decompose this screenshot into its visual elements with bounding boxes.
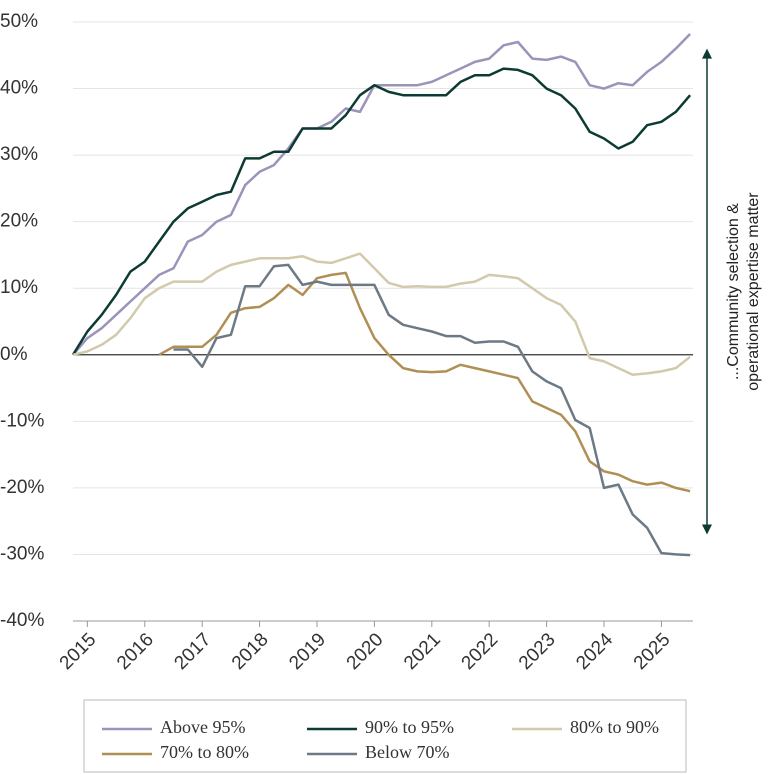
x-tick-label: 2023	[515, 629, 560, 674]
x-tick-label: 2025	[630, 629, 675, 674]
legend-label: 70% to 80%	[160, 742, 249, 762]
y-tick-label: -20%	[0, 477, 44, 498]
y-tick-label: 30%	[0, 144, 38, 165]
series-line	[72, 252, 691, 376]
y-tick-label: 0%	[0, 344, 28, 365]
legend-box	[83, 699, 687, 773]
legend-label: Below 70%	[365, 742, 450, 762]
x-tick-label: 2015	[56, 629, 101, 674]
annotation-text: ...Community selection &	[725, 203, 742, 380]
y-tick-label: 50%	[0, 11, 38, 32]
x-tick-label: 2018	[228, 629, 273, 674]
series-line	[71, 67, 692, 356]
legend-label: 80% to 90%	[570, 717, 659, 737]
y-tick-label: -10%	[0, 410, 44, 431]
y-tick-label: 40%	[0, 78, 38, 99]
x-tick-label: 2024	[572, 629, 617, 674]
annotation-text: operational expertise matter	[745, 192, 762, 391]
arrow-head	[702, 524, 712, 535]
arrow-head	[702, 48, 712, 59]
x-tick-label: 2022	[458, 629, 503, 674]
y-tick-label: -40%	[0, 610, 44, 631]
x-tick-label: 2020	[343, 629, 388, 674]
series-line	[72, 33, 691, 356]
series-line	[173, 263, 691, 557]
x-tick-label: 2017	[171, 629, 216, 674]
legend-label: Above 95%	[160, 717, 245, 737]
x-tick-label: 2019	[285, 629, 330, 674]
y-tick-label: 10%	[0, 277, 38, 298]
series-line	[158, 271, 691, 493]
y-tick-label: -30%	[0, 543, 44, 564]
legend-label: 90% to 95%	[365, 717, 454, 737]
y-tick-label: 20%	[0, 211, 38, 232]
x-tick-label: 2016	[113, 629, 158, 674]
x-tick-label: 2021	[400, 629, 445, 674]
